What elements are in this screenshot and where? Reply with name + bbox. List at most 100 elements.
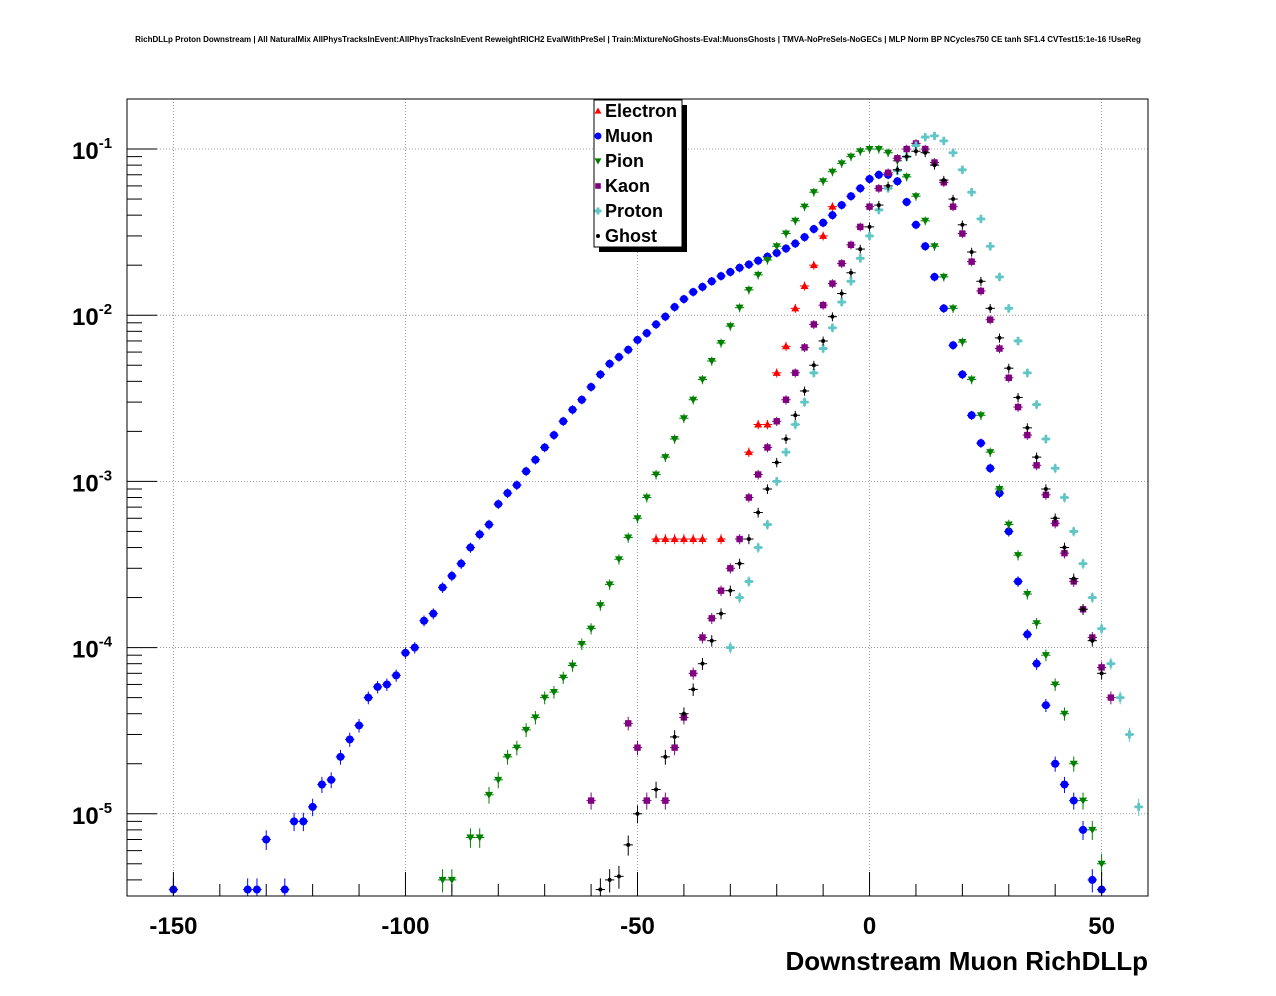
x-axis-title: Downstream Muon RichDLLp xyxy=(785,946,1148,976)
muon-point xyxy=(457,559,466,568)
muon-point xyxy=(568,405,577,414)
muon-point xyxy=(930,272,939,281)
ghost-point xyxy=(756,510,761,515)
pion-point xyxy=(949,305,958,313)
pion-point xyxy=(809,189,818,197)
legend-label-muon: Muon xyxy=(605,126,653,146)
pion-point xyxy=(800,203,809,211)
muon-point xyxy=(559,417,568,426)
muon-point xyxy=(949,341,958,350)
muon-series xyxy=(168,170,1107,896)
kaon-point xyxy=(968,258,975,265)
electron-series xyxy=(651,202,838,545)
electron-point xyxy=(679,535,688,543)
legend-marker-proton xyxy=(594,207,602,215)
legend-marker-ghost xyxy=(596,234,600,238)
pion-point xyxy=(1097,860,1106,868)
muon-point xyxy=(921,242,930,251)
pion-point xyxy=(772,243,781,251)
muon-point xyxy=(355,721,364,730)
pion-point xyxy=(661,454,670,462)
muon-point xyxy=(503,489,512,498)
pion-point xyxy=(1069,760,1078,768)
pion-point xyxy=(717,340,726,348)
pion-point xyxy=(503,753,512,761)
electron-point xyxy=(698,535,707,543)
pion-point xyxy=(791,217,800,225)
muon-point xyxy=(717,272,726,281)
muon-point xyxy=(782,244,791,253)
pion-point xyxy=(1088,826,1097,834)
kaon-point xyxy=(987,316,994,323)
pion-point xyxy=(642,494,651,502)
muon-point xyxy=(531,455,540,464)
pion-point xyxy=(512,744,521,752)
ghost-point xyxy=(793,413,798,418)
ghost-point xyxy=(886,183,891,188)
pion-point xyxy=(828,168,837,176)
pion-point xyxy=(819,178,828,186)
pion-point xyxy=(577,641,586,649)
muon-point xyxy=(262,835,271,844)
ghost-point xyxy=(821,338,826,343)
x-tick-label: -100 xyxy=(381,913,429,940)
muon-point xyxy=(679,295,688,304)
muon-point xyxy=(893,177,902,186)
electron-point xyxy=(689,535,698,543)
muon-point xyxy=(466,543,475,552)
muon-point xyxy=(837,201,846,210)
muon-point xyxy=(596,370,605,379)
electron-point xyxy=(670,535,679,543)
ghost-point xyxy=(969,250,974,255)
muon-point xyxy=(382,680,391,689)
muon-point xyxy=(698,282,707,291)
pion-point xyxy=(1032,620,1041,628)
pion-point xyxy=(930,243,939,251)
y-tick-label: 10-5 xyxy=(72,800,112,830)
proton-point xyxy=(819,344,828,353)
pion-point xyxy=(466,834,475,842)
muon-point xyxy=(809,225,818,234)
muon-point xyxy=(327,775,336,784)
ghost-point xyxy=(654,787,659,792)
ghost-point xyxy=(774,460,779,465)
kaon-point xyxy=(689,670,697,677)
pion-point xyxy=(614,556,623,564)
ghost-point xyxy=(681,711,686,716)
kaon-point xyxy=(1098,664,1105,671)
pion-point xyxy=(726,323,735,331)
proton-point xyxy=(976,214,985,223)
pion-point xyxy=(1023,591,1032,599)
kaon-point xyxy=(884,169,892,176)
muon-point xyxy=(624,345,633,354)
pion-point xyxy=(735,304,744,312)
kaon-point xyxy=(903,145,910,153)
pion-point xyxy=(475,834,484,842)
ghost-point xyxy=(1081,607,1086,612)
kaon-point xyxy=(959,230,966,237)
proton-point xyxy=(846,277,855,286)
proton-point xyxy=(800,398,809,407)
ghost-point xyxy=(913,149,918,154)
ghost-point xyxy=(737,561,742,566)
pion-point xyxy=(698,376,707,384)
electron-point xyxy=(717,535,726,543)
pion-point xyxy=(884,149,893,157)
kaon-point xyxy=(875,185,883,192)
kaon-point xyxy=(949,203,957,210)
pion-point xyxy=(679,415,688,423)
proton-point xyxy=(837,298,846,307)
proton-point xyxy=(735,593,744,602)
muon-point xyxy=(772,248,781,257)
muon-point xyxy=(364,693,373,702)
kaon-point xyxy=(727,565,734,572)
kaon-point xyxy=(764,444,771,451)
muon-point xyxy=(652,320,661,329)
muon-point xyxy=(475,530,484,539)
y-tick-label: 10-2 xyxy=(72,301,112,331)
muon-point xyxy=(290,817,299,826)
muon-point xyxy=(252,885,261,894)
ghost-point xyxy=(1034,455,1039,460)
muon-point xyxy=(577,395,586,404)
